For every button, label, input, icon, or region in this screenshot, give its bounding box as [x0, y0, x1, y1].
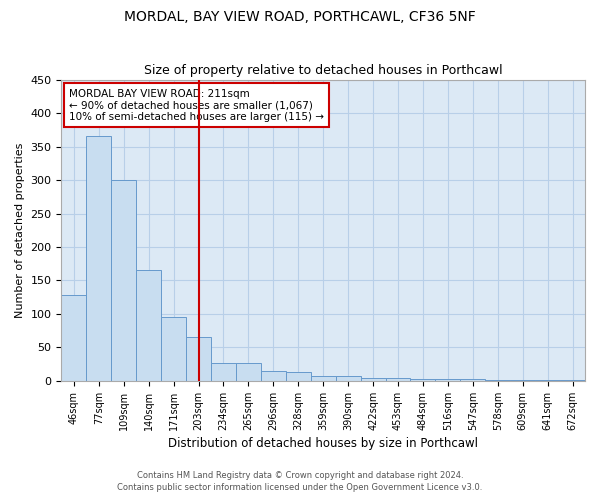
- Bar: [111, 180, 136, 381]
- Text: MORDAL, BAY VIEW ROAD, PORTHCAWL, CF36 5NF: MORDAL, BAY VIEW ROAD, PORTHCAWL, CF36 5…: [124, 10, 476, 24]
- Bar: [61, 295, 86, 381]
- Bar: [236, 363, 261, 381]
- Bar: [286, 372, 311, 381]
- Bar: [361, 378, 386, 381]
- Title: Size of property relative to detached houses in Porthcawl: Size of property relative to detached ho…: [144, 64, 503, 77]
- Text: MORDAL BAY VIEW ROAD: 211sqm
← 90% of detached houses are smaller (1,067)
10% of: MORDAL BAY VIEW ROAD: 211sqm ← 90% of de…: [69, 88, 324, 122]
- Bar: [485, 380, 510, 381]
- Bar: [211, 363, 236, 381]
- Text: Contains HM Land Registry data © Crown copyright and database right 2024.
Contai: Contains HM Land Registry data © Crown c…: [118, 471, 482, 492]
- Bar: [386, 378, 410, 381]
- Bar: [560, 380, 585, 381]
- Bar: [86, 136, 111, 381]
- Bar: [136, 270, 161, 381]
- Bar: [261, 371, 286, 381]
- Bar: [535, 380, 560, 381]
- Bar: [161, 318, 186, 381]
- Bar: [510, 380, 535, 381]
- Bar: [436, 379, 460, 381]
- Bar: [186, 338, 211, 381]
- Bar: [335, 376, 361, 381]
- Bar: [311, 376, 335, 381]
- X-axis label: Distribution of detached houses by size in Porthcawl: Distribution of detached houses by size …: [168, 437, 478, 450]
- Bar: [410, 379, 436, 381]
- Y-axis label: Number of detached properties: Number of detached properties: [15, 142, 25, 318]
- Bar: [460, 379, 485, 381]
